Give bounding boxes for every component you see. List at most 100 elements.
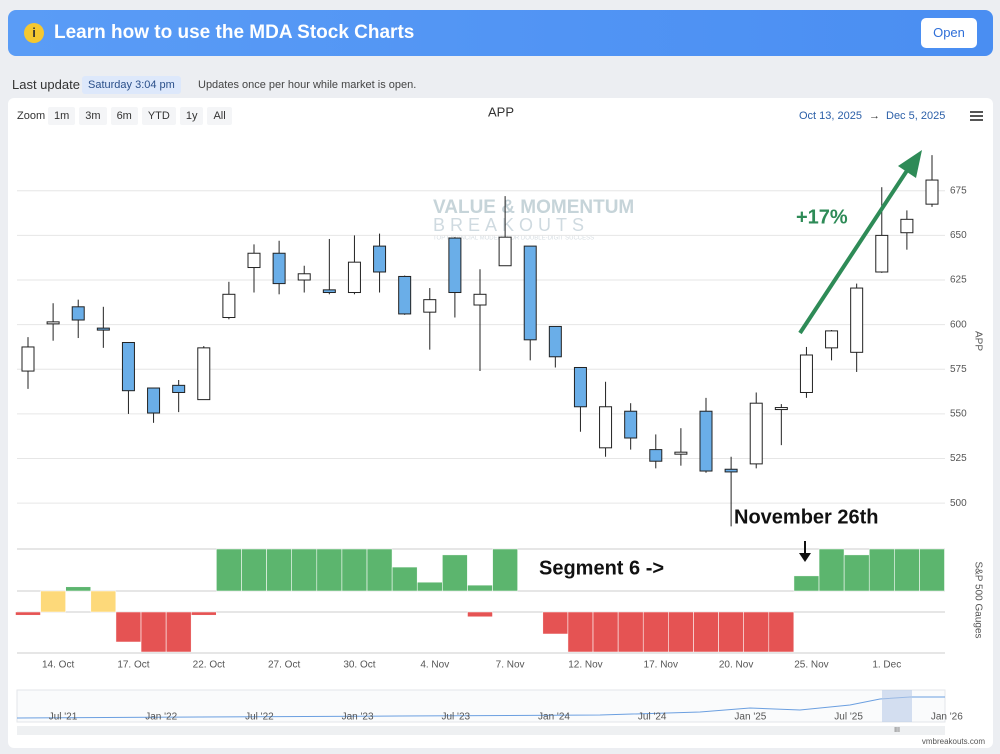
gauge-bar [718,611,744,653]
candle-body [21,346,35,372]
gauge-bar [843,554,870,592]
segment-annotation: Segment 6 -> [539,557,664,579]
scroll-grip[interactable]: III [894,727,900,734]
gauge-bar [140,611,167,653]
candle-body [523,245,537,341]
candle-body [347,261,361,294]
candle-body [774,407,788,411]
gauge-bar [165,611,192,653]
navigator-label: Jul '21 [49,712,78,723]
date-arrowhead [799,553,811,562]
gauge-bar [818,548,845,592]
candle-body [573,366,587,408]
candle-body [373,245,387,273]
candle-body [222,293,236,319]
gauge-bar [417,581,443,592]
gauge-bar [492,548,518,592]
gauge-bar [442,554,468,592]
candle-body [850,287,864,353]
zoom-button[interactable]: YTD [141,107,176,125]
gauge-bar [341,548,368,592]
candle-body [247,252,261,269]
zoom-button[interactable]: All [207,107,232,125]
gauge-bar [216,548,242,592]
gauge-bar [617,611,644,653]
x-tick-label: 17. Nov [644,660,678,671]
y-axis-title: APP [972,331,983,351]
zoom-button[interactable]: 3m [79,107,107,125]
y-tick-label: 675 [950,185,967,196]
y-tick-label: 550 [950,409,967,420]
navigator-window[interactable] [882,690,912,722]
x-tick-label: 14. Oct [42,660,74,671]
open-button[interactable]: Open [921,18,977,48]
gauge-bar [768,611,795,653]
gauge-bar [391,566,418,592]
zoom-button[interactable]: 1m [48,107,76,125]
candle-body [71,306,85,321]
candle-body [172,384,186,393]
candle-body [749,402,763,465]
candle-body [925,179,939,205]
gauge-bar [668,611,694,653]
date-to[interactable]: Dec 5, 2025 [886,110,946,122]
gauge-bar [869,548,895,592]
date-arrow: → [869,110,880,122]
gauge-bar [467,611,493,618]
navigator-label: Jul '25 [834,712,863,723]
date-from[interactable]: Oct 13, 2025 [799,110,862,122]
gauge-bar [266,548,292,592]
credit: vmbreakouts.com [922,737,985,746]
gauge-bar [90,590,117,613]
x-tick-label: 1. Dec [872,660,901,671]
update-note: Updates once per hour while market is op… [198,79,417,91]
candle-body [900,218,914,234]
watermark: VALUE & MOMENTUM [433,197,634,218]
gauge-bar [316,548,343,592]
candle-body [724,468,738,473]
zoom-button[interactable]: 1y [179,107,204,125]
zoom-button[interactable]: 6m [110,107,138,125]
gauge-bar [919,548,945,592]
zoom-buttons: 1m 3m 6m YTD 1y All [48,107,232,125]
candle-body [498,236,512,267]
y-tick-label: 650 [950,230,967,241]
x-tick-label: 30. Oct [343,660,375,671]
gauge-bar [65,586,91,592]
candle-body [272,252,286,285]
candle-body [674,451,688,455]
menu-icon[interactable] [970,111,983,113]
gain-annotation: +17% [796,206,848,228]
gauge-bar [567,611,594,653]
navigator-label: Jan '23 [342,712,374,723]
gain-arrow [798,161,914,335]
candle-body [799,354,813,393]
x-tick-label: 12. Nov [568,660,602,671]
date-annotation: November 26th [734,506,879,528]
banner: i Learn how to use the MDA Stock Charts … [8,10,993,56]
gauge-bar [592,611,619,653]
gauge-bar [366,548,393,592]
chart-title: APP [488,104,514,119]
candle-body [46,321,60,325]
candle-body [473,293,487,306]
candle-body [448,237,462,294]
gauge-bar [743,611,769,653]
y-tick-label: 500 [950,498,967,509]
gauge-bar [115,611,142,643]
candle-body [197,347,211,401]
y-tick-label: 600 [950,319,967,330]
update-time: Saturday 3:04 pm [82,76,181,94]
candle-body [147,387,161,414]
watermark: BREAKOUTS [433,215,589,235]
gauge-bar [241,548,267,592]
gauge-bar [15,611,41,616]
gauge-bar [643,611,669,653]
info-icon: i [24,23,44,43]
candle-body [423,299,437,313]
candle-body [297,273,311,281]
scrollbar[interactable] [17,726,945,735]
gauge-bar [894,548,920,592]
x-tick-label: 17. Oct [117,660,149,671]
